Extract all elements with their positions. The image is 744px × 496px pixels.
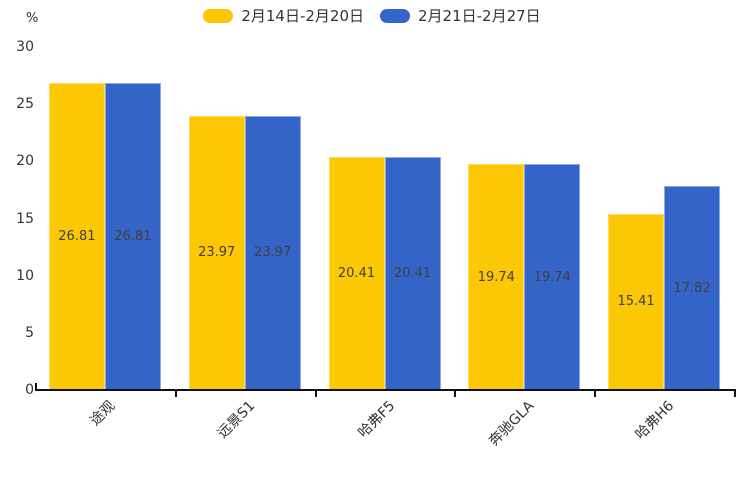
x-axis-category-label-3: 哈弗F5 <box>354 398 398 442</box>
bar-value-label: 15.41 <box>617 294 655 310</box>
bar-value-label: 23.97 <box>254 245 292 261</box>
bar-series-2-远景S1[interactable]: 23.97 <box>244 115 301 390</box>
legend-swatch-icon <box>203 9 234 23</box>
bar-series-1-远景S1[interactable]: 23.97 <box>188 115 245 390</box>
legend-label: 2月21日-2月27日 <box>418 7 541 25</box>
bar-series-2-途观[interactable]: 26.81 <box>104 83 161 390</box>
x-axis-line <box>35 389 736 391</box>
legend: 2月14日-2月20日 2月21日-2月27日 <box>0 6 744 26</box>
y-axis-tick-label: 0 <box>25 382 34 398</box>
bar-series-1-哈弗F5[interactable]: 20.41 <box>328 156 385 390</box>
bar-series-1-途观[interactable]: 26.81 <box>48 83 105 390</box>
x-axis-tick <box>174 391 177 397</box>
y-axis-unit-label: % <box>26 11 39 26</box>
bar-value-label: 17.82 <box>673 280 711 296</box>
x-axis-tick <box>734 391 736 397</box>
y-axis-tick-label: 5 <box>25 324 34 341</box>
bar-series-2-奔驰GLA[interactable]: 19.74 <box>524 164 581 390</box>
x-axis-category-label-5: 哈弗H6 <box>632 398 678 443</box>
y-axis-tick-label: 20 <box>16 153 34 170</box>
bar-series-1-奔驰GLA[interactable]: 19.74 <box>468 164 525 390</box>
x-axis-tick <box>35 383 37 389</box>
bar-value-label: 26.81 <box>114 229 152 245</box>
x-axis-category-label-2: 远景S1 <box>214 398 259 442</box>
bar-series-1-哈弗H6[interactable]: 15.41 <box>608 213 665 390</box>
bar-value-label: 19.74 <box>477 269 515 285</box>
x-axis-category-label-1: 途观 <box>87 398 119 430</box>
x-axis-tick <box>594 391 597 397</box>
bar-series-2-哈弗H6[interactable]: 17.82 <box>664 186 721 390</box>
legend-label: 2月14日-2月20日 <box>241 7 364 25</box>
x-axis-tick <box>454 391 457 397</box>
bar-value-label: 26.81 <box>58 229 96 245</box>
bar-series-2-哈弗F5[interactable]: 20.41 <box>384 156 441 390</box>
bar-value-label: 19.74 <box>533 269 571 285</box>
bar-value-label: 20.41 <box>337 265 376 281</box>
bar-value-label: 20.41 <box>393 265 432 281</box>
y-axis-tick-label: 15 <box>16 210 34 227</box>
legend-item-series-2[interactable]: 2月21日-2月27日 <box>380 6 541 26</box>
x-axis-category-label-4: 奔驰GLA <box>486 398 538 450</box>
x-axis-tick <box>314 391 317 397</box>
y-axis-tick-label: 10 <box>16 267 34 284</box>
legend-swatch-icon <box>380 9 410 23</box>
y-axis-tick-label: 25 <box>16 96 34 113</box>
y-axis-tick-label: 30 <box>16 39 34 55</box>
bar-value-label: 23.97 <box>198 245 236 261</box>
legend-item-series-1[interactable]: 2月14日-2月20日 <box>203 6 364 26</box>
